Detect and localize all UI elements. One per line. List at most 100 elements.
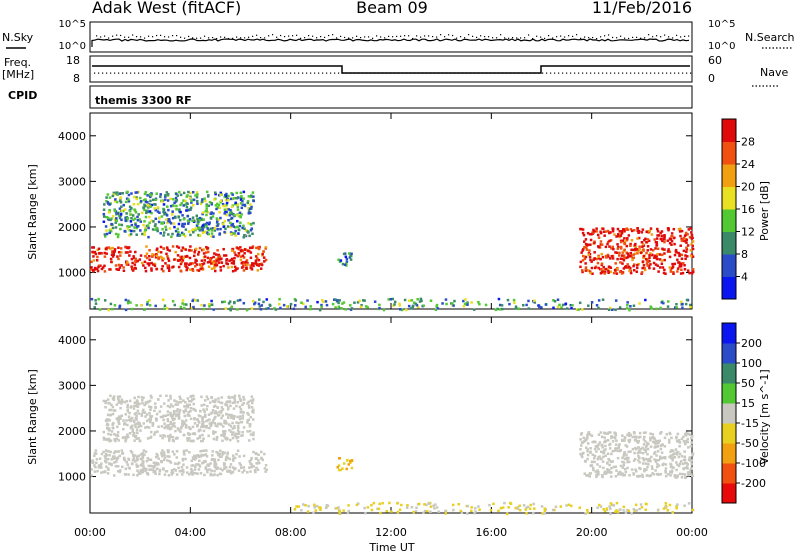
range-gate-cell <box>225 203 228 207</box>
nsearch-dot <box>656 35 658 37</box>
range-gate-cell <box>667 228 670 232</box>
range-gate-cell <box>675 476 678 479</box>
range-gate-cell <box>199 267 202 271</box>
range-gate-cell <box>200 218 203 221</box>
range-gate-cell <box>219 227 222 231</box>
range-gate-cell <box>225 404 229 407</box>
nave-dot <box>558 72 560 74</box>
range-gate-cell <box>657 270 660 273</box>
range-gate-cell <box>416 305 420 309</box>
range-gate-cell <box>253 469 257 472</box>
range-gate-cell <box>182 410 185 413</box>
range-gate-cell <box>90 474 93 477</box>
range-gate-cell <box>642 254 646 258</box>
range-gate-cell <box>663 268 666 272</box>
range-gate-cell <box>125 197 129 200</box>
range-gate-cell <box>678 452 682 456</box>
nave-dot <box>482 72 484 74</box>
range-gate-cell <box>690 233 694 237</box>
range-gate-cell <box>334 298 337 301</box>
range-gate-cell <box>642 244 646 247</box>
range-gate-cell <box>195 224 199 227</box>
range-gate-cell <box>228 211 232 215</box>
range-gate-cell <box>187 263 191 266</box>
range-gate-cell <box>645 458 649 461</box>
nsearch-dot <box>352 37 354 39</box>
range-gate-cell <box>346 459 349 462</box>
range-gate-cell <box>614 465 617 469</box>
range-gate-cell <box>586 457 589 461</box>
range-gate-cell <box>206 397 210 401</box>
range-gate-cell <box>233 396 236 400</box>
range-gate-cell <box>649 432 652 435</box>
range-gate-cell <box>111 255 115 258</box>
range-gate-cell <box>686 440 690 444</box>
range-gate-cell <box>181 419 184 423</box>
range-gate-cell <box>184 457 187 461</box>
nave-dot <box>574 72 576 74</box>
nave-dot <box>542 72 544 74</box>
range-gate-cell <box>234 202 237 206</box>
nsearch-dot <box>544 37 546 39</box>
range-gate-cell <box>149 418 152 421</box>
range-gate-cell <box>521 303 525 307</box>
range-gate-cell <box>644 462 648 465</box>
range-gate-cell <box>217 218 220 221</box>
nave-dot <box>630 72 632 74</box>
range-gate-cell <box>633 244 637 247</box>
range-gate-cell <box>682 458 686 462</box>
range-gate-cell <box>646 259 649 262</box>
range-gate-cell <box>632 304 636 307</box>
range-gate-cell <box>581 228 585 231</box>
range-gate-cell <box>373 300 377 303</box>
range-gate-cell <box>113 248 117 251</box>
range-gate-cell <box>93 452 97 455</box>
range-gate-cell <box>257 247 261 251</box>
range-gate-cell <box>242 426 246 429</box>
range-gate-cell <box>100 471 103 474</box>
range-gate-cell <box>191 473 194 476</box>
range-gate-cell <box>201 248 204 252</box>
range-gate-cell <box>104 437 107 441</box>
range-gate-cell <box>236 432 240 435</box>
range-gate-cell <box>606 452 610 456</box>
range-gate-cell <box>163 453 166 457</box>
range-gate-cell <box>598 455 601 458</box>
range-gate-cell <box>175 208 178 211</box>
power-ylabel: Slant Range [km] <box>26 164 39 260</box>
range-gate-cell <box>166 435 170 438</box>
range-gate-cell <box>210 469 213 472</box>
range-gate-cell <box>148 202 151 206</box>
nsearch-dot <box>184 37 186 39</box>
range-gate-cell <box>123 473 127 476</box>
range-gate-cell <box>194 471 197 475</box>
range-gate-cell <box>201 198 204 201</box>
range-gate-cell <box>641 457 645 460</box>
range-gate-cell <box>655 454 658 457</box>
nave-dot <box>650 72 652 74</box>
range-gate-cell <box>235 452 238 456</box>
range-gate-cell <box>118 216 122 220</box>
range-gate-cell <box>464 298 467 301</box>
nsearch-dot <box>476 36 478 38</box>
nsearch-dot <box>640 37 642 39</box>
range-gate-cell <box>228 214 231 217</box>
range-gate-cell <box>117 263 121 267</box>
range-gate-cell <box>236 246 239 250</box>
colorbar-swatch <box>722 443 736 464</box>
nave-dot <box>266 72 268 74</box>
nsearch-dot <box>312 35 314 37</box>
range-gate-cell <box>615 469 618 472</box>
range-gate-cell <box>671 454 674 457</box>
range-gate-cell <box>143 260 147 264</box>
range-gate-cell <box>338 299 341 302</box>
range-gate-cell <box>202 454 206 457</box>
range-gate-cell <box>645 240 648 244</box>
range-gate-cell <box>106 422 109 425</box>
range-gate-cell <box>110 222 113 226</box>
range-gate-cell <box>452 508 455 512</box>
range-gate-cell <box>252 450 255 454</box>
range-gate-cell <box>143 411 147 414</box>
range-gate-cell <box>194 409 197 412</box>
nave-dot <box>466 72 468 74</box>
